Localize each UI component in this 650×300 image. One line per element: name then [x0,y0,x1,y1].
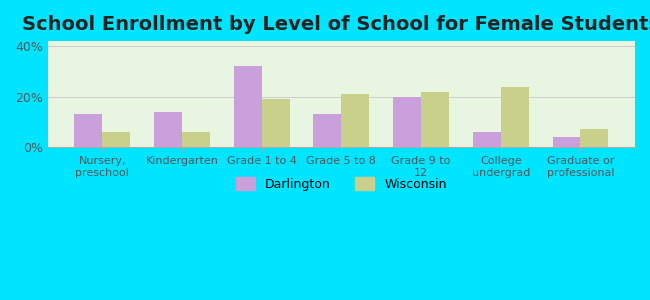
Bar [234,66,262,147]
Bar [500,86,528,147]
Bar [421,92,449,147]
Bar [102,132,130,147]
Bar [552,137,580,147]
Bar [313,114,341,147]
Title: School Enrollment by Level of School for Female Students: School Enrollment by Level of School for… [23,15,650,34]
Legend: Darlington, Wisconsin: Darlington, Wisconsin [231,172,452,196]
Bar [580,130,608,147]
Bar [182,132,210,147]
Bar [75,114,102,147]
Bar [341,94,369,147]
Bar [154,112,182,147]
Bar [262,99,289,147]
Bar [473,132,501,147]
Bar [393,97,421,147]
